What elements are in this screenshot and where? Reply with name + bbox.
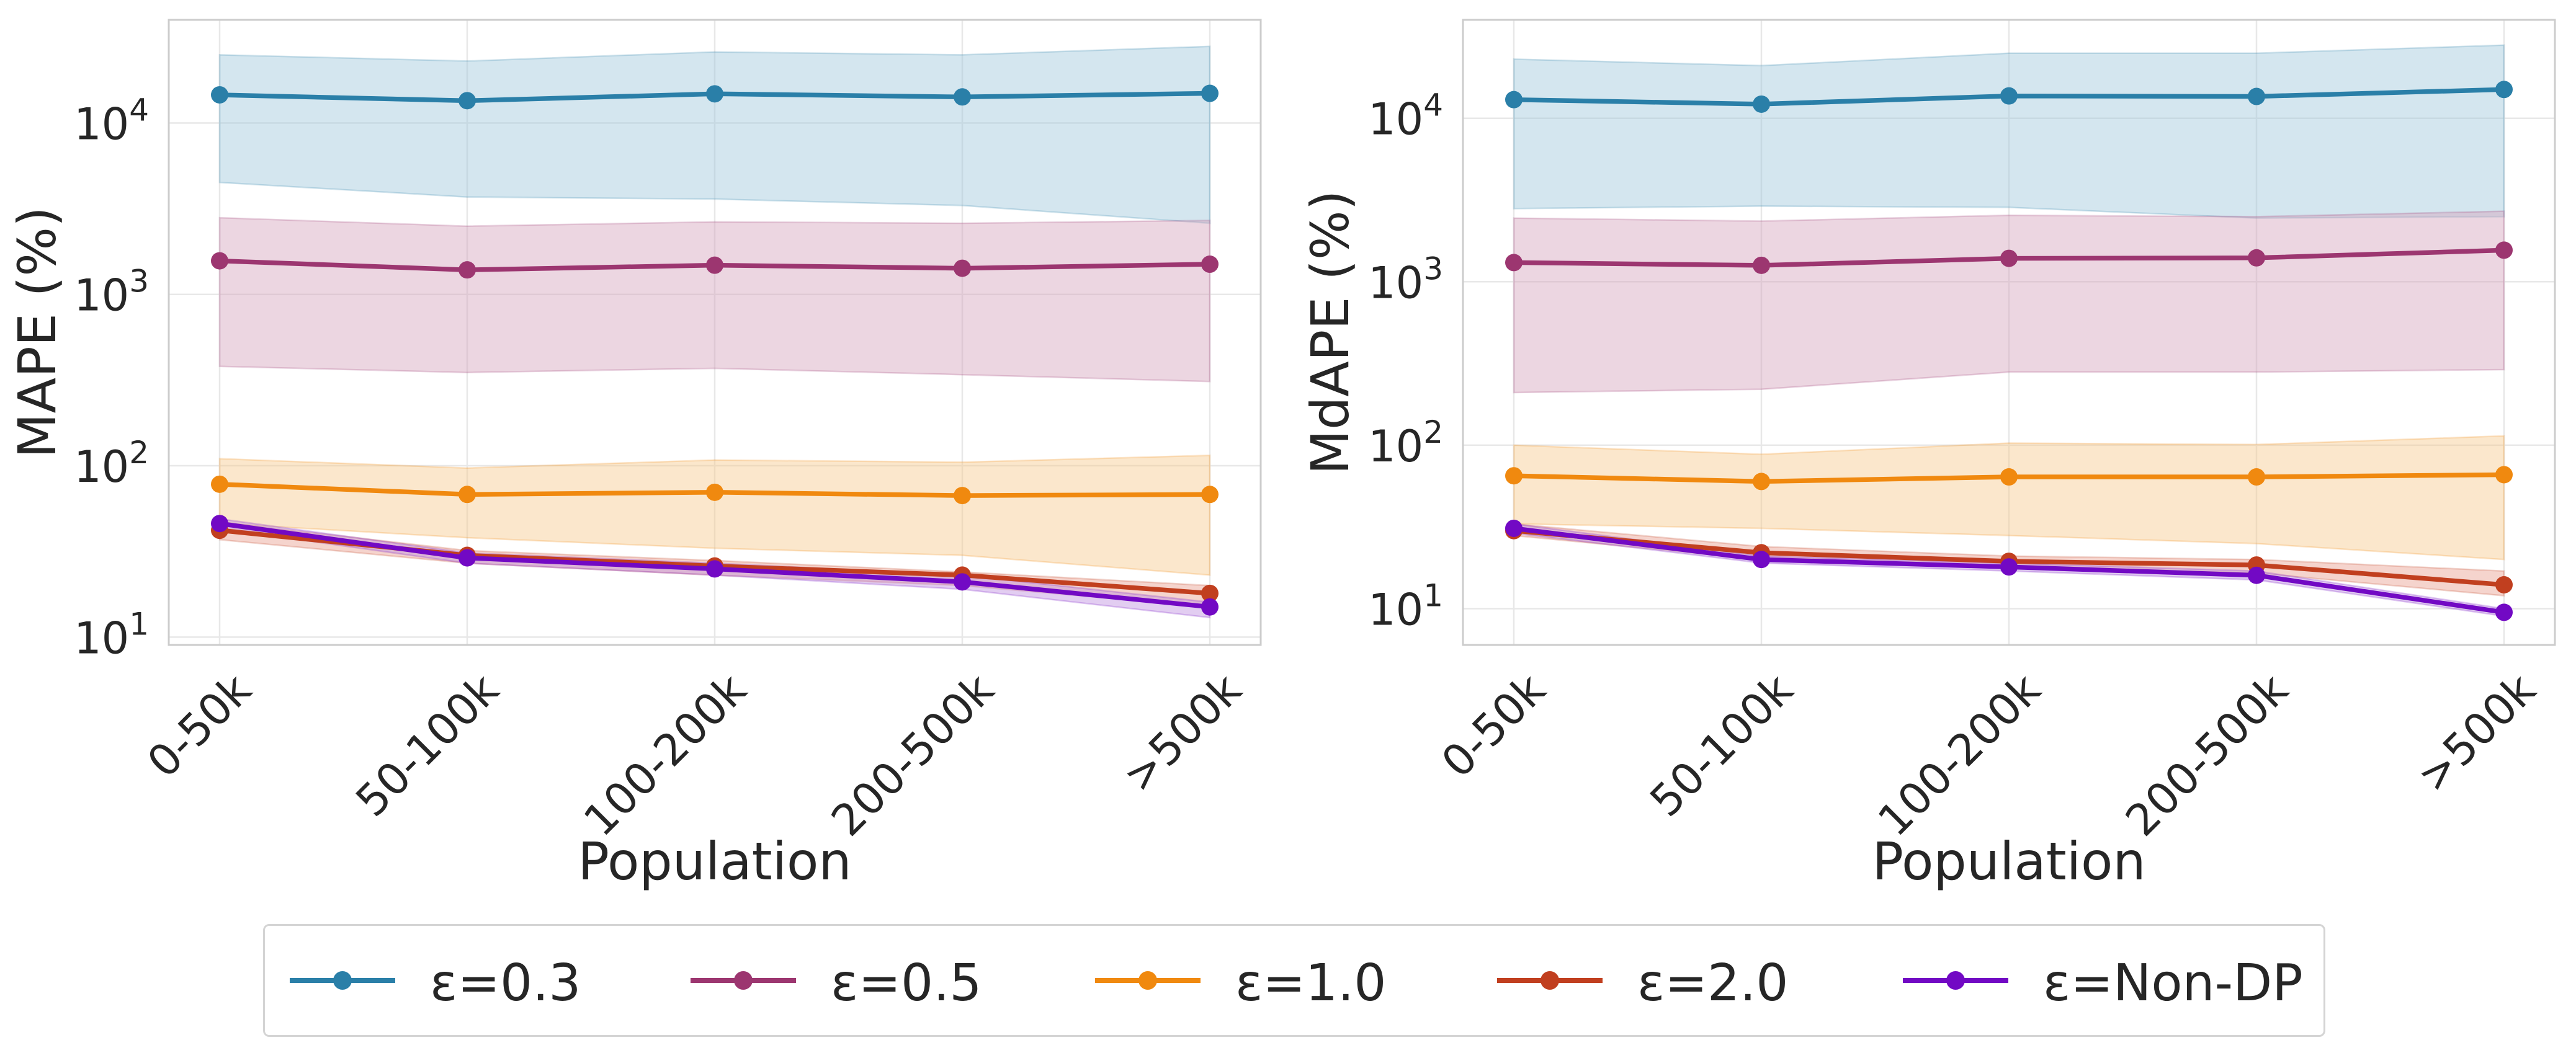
data-point xyxy=(1753,551,1770,569)
data-point xyxy=(2495,81,2513,99)
data-point xyxy=(954,573,971,591)
confidence-band xyxy=(1513,210,2505,394)
x-tick-label: >500k xyxy=(1113,664,1251,802)
data-point xyxy=(2000,558,2018,576)
data-point xyxy=(458,486,476,504)
data-point xyxy=(1201,584,1219,602)
x-tick-label: 50-100k xyxy=(346,664,509,826)
data-point xyxy=(1201,486,1219,504)
x-axis-label: Population xyxy=(578,831,851,892)
data-point xyxy=(2000,87,2018,105)
data-point xyxy=(706,256,723,274)
data-point xyxy=(211,515,228,533)
data-point xyxy=(1753,256,1770,274)
y-tick-label: 101 xyxy=(1368,578,1443,636)
data-point xyxy=(954,259,971,277)
x-tick-label: 200-500k xyxy=(2116,664,2298,846)
plot-frame xyxy=(1462,19,2556,646)
data-point xyxy=(954,487,971,505)
x-tick-label: 0-50k xyxy=(138,664,261,787)
x-tick-label: 100-200k xyxy=(1868,664,2051,846)
data-point xyxy=(1505,254,1523,272)
y-axis-label: MAPE (%) xyxy=(7,207,68,458)
data-point xyxy=(211,86,228,104)
data-point xyxy=(706,483,723,501)
confidence-band xyxy=(218,216,1211,383)
legend-swatch-eps-non-dp xyxy=(1903,971,2008,990)
data-point xyxy=(1201,598,1219,616)
x-tick-label: 50-100k xyxy=(1640,664,1803,826)
x-tick-label: 100-200k xyxy=(574,664,756,846)
data-point xyxy=(1201,84,1219,102)
legend-swatch-eps-2-0 xyxy=(1497,971,1603,990)
data-point xyxy=(458,549,476,567)
confidence-band xyxy=(1513,435,2505,561)
mdape-panel: 101 102 103 104 0-50k 50-100k 100-200k 200-500k… xyxy=(1300,19,2556,892)
y-tick-label: 103 xyxy=(74,264,149,321)
data-point xyxy=(1753,473,1770,491)
data-point xyxy=(211,475,228,493)
legend: ε=0.3 ε=0.5 ε=1.0 ε=2.0 ε=Non-DP xyxy=(263,924,2325,1037)
data-point xyxy=(2000,468,2018,486)
y-tick-label: 102 xyxy=(1368,414,1443,472)
data-point xyxy=(1505,519,1523,537)
mape-panel: 101 102 103 104 0-50k 50-100k 100-200k 200-500k… xyxy=(7,19,1262,892)
data-point xyxy=(2495,575,2513,593)
data-point xyxy=(2248,566,2265,584)
confidence-band xyxy=(218,455,1211,576)
y-tick-label: 101 xyxy=(74,606,149,664)
data-point xyxy=(2495,241,2513,259)
data-point xyxy=(2495,466,2513,484)
data-point xyxy=(706,560,723,578)
data-point xyxy=(1201,255,1219,273)
x-tick-label: 0-50k xyxy=(1432,664,1555,787)
data-point xyxy=(954,88,971,106)
legend-label: ε=Non-DP xyxy=(2043,954,2303,1013)
y-tick-label: 104 xyxy=(1368,87,1443,145)
legend-swatch-eps-0-3 xyxy=(290,971,395,990)
data-point xyxy=(458,92,476,110)
x-axis-label: Population xyxy=(1872,831,2145,892)
legend-label: ε=1.0 xyxy=(1235,954,1387,1013)
x-tick-label: >500k xyxy=(2407,664,2546,802)
data-point xyxy=(2248,468,2265,486)
y-tick-label: 103 xyxy=(1368,251,1443,308)
y-tick-label: 104 xyxy=(74,92,149,149)
data-point xyxy=(1505,91,1523,109)
data-point xyxy=(1753,95,1770,113)
legend-swatch-eps-1-0 xyxy=(1095,971,1201,990)
data-point xyxy=(2000,249,2018,267)
legend-swatch-eps-0-5 xyxy=(691,971,796,990)
data-point xyxy=(706,85,723,103)
legend-label: ε=2.0 xyxy=(1637,954,1789,1013)
data-point xyxy=(2495,603,2513,621)
plot-frame xyxy=(168,19,1262,646)
data-point xyxy=(1505,467,1523,485)
y-tick-label: 102 xyxy=(74,435,149,492)
y-axis-label: MdAPE (%) xyxy=(1300,190,1361,474)
data-point xyxy=(2248,249,2265,267)
confidence-band xyxy=(1513,44,2505,219)
data-point xyxy=(458,261,476,279)
legend-label: ε=0.5 xyxy=(831,954,982,1013)
data-point xyxy=(2248,87,2265,105)
data-point xyxy=(211,252,228,270)
legend-label: ε=0.3 xyxy=(430,954,581,1013)
x-tick-label: 200-500k xyxy=(821,664,1004,846)
